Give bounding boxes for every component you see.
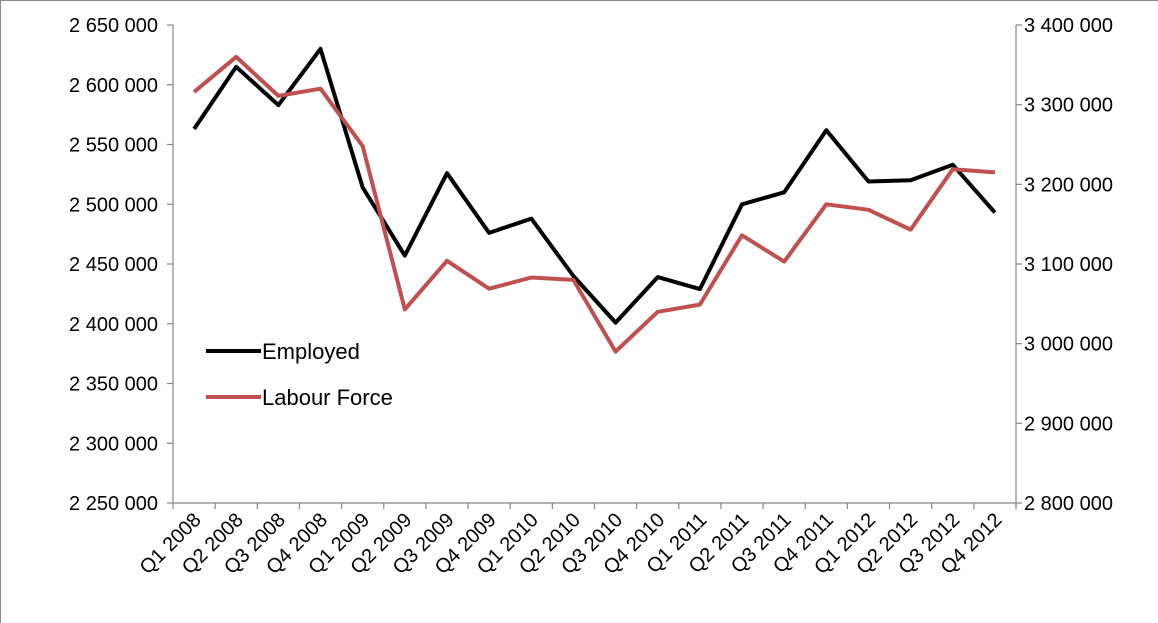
right-axis-tick-label: 3 300 000 [1024, 95, 1113, 117]
left-axis-tick-label: 2 450 000 [69, 254, 158, 276]
legend-label-employed: Employed [262, 339, 360, 364]
series-lines [192, 46, 997, 354]
labour-force-series-line [192, 54, 996, 354]
left-axis-tick-label: 2 400 000 [69, 314, 158, 336]
left-axis-tick-label: 2 650 000 [69, 15, 158, 37]
left-axis-tick-label: 2 550 000 [69, 135, 158, 157]
right-axis-tick-label: 3 200 000 [1024, 174, 1113, 196]
left-axis-tick-label: 2 300 000 [69, 433, 158, 455]
legend-label-labour-force: Labour Force [262, 385, 393, 410]
employed-series-line [192, 46, 997, 325]
axes [172, 25, 1017, 504]
left-axis-tick-label: 2 600 000 [69, 75, 158, 97]
legend: Employed Labour Force [206, 339, 393, 410]
right-axis-tick-label: 3 400 000 [1024, 15, 1113, 37]
left-axis-ticks: 2 250 000 2 300 000 2 350 000 2 400 000 2 45… [69, 15, 173, 515]
right-axis-tick-label: 2 800 000 [1024, 493, 1113, 515]
right-axis-tick-label: 3 000 000 [1024, 334, 1113, 356]
right-axis-tick-label: 3 100 000 [1024, 254, 1113, 276]
left-axis-tick-label: 2 350 000 [69, 374, 158, 396]
left-axis-tick-label: 2 250 000 [69, 493, 158, 515]
right-axis-tick-label: 2 900 000 [1024, 413, 1113, 435]
right-axis-ticks: 2 800 000 2 900 000 3 000 000 3 100 000 3 20… [1016, 15, 1113, 515]
left-axis-tick-label: 2 500 000 [69, 194, 158, 216]
